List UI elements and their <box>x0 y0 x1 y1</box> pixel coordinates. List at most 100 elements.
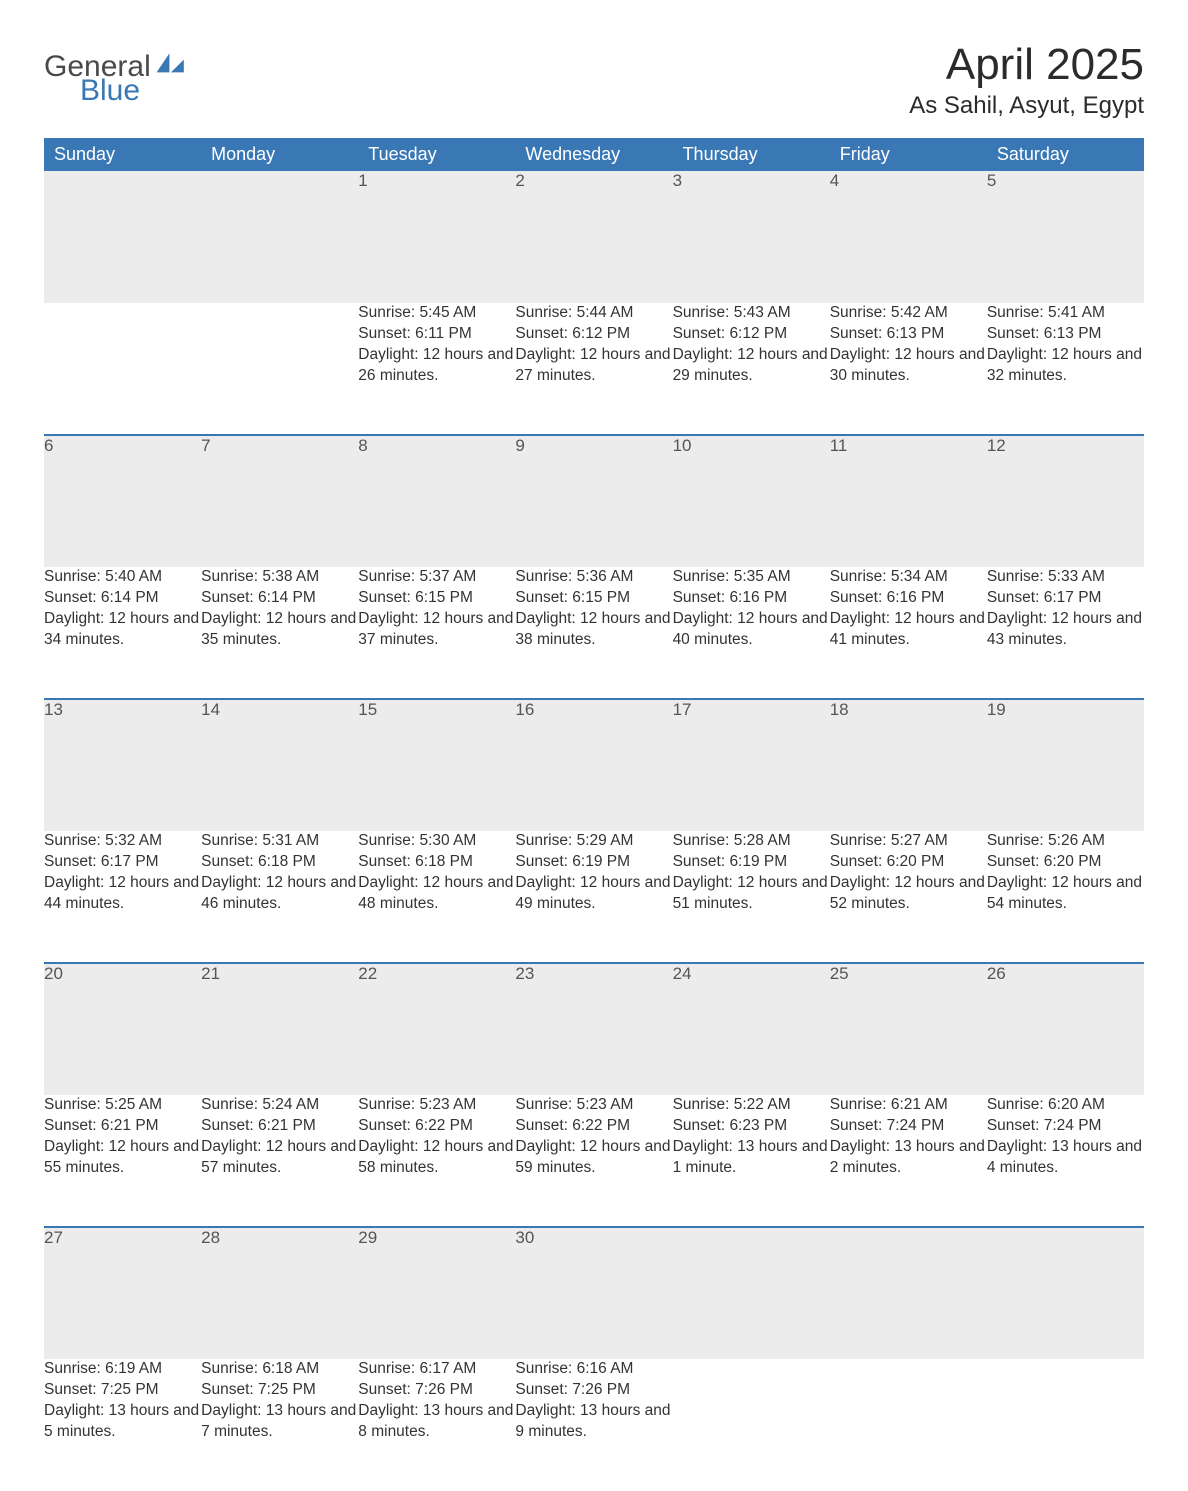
daylight-line: Daylight: 12 hours and 43 minutes. <box>987 609 1144 651</box>
day-number-cell: 14 <box>201 699 358 831</box>
day-number-cell <box>44 171 201 303</box>
sunset-line: Sunset: 6:15 PM <box>358 588 515 609</box>
sunset-line-label: Sunset: <box>44 589 101 606</box>
sunrise-line: Sunrise: 5:33 AM <box>987 567 1144 588</box>
sunset-line-value: 6:20 PM <box>1044 853 1102 870</box>
sunset-line: Sunset: 6:18 PM <box>201 852 358 873</box>
sunset-line-label: Sunset: <box>673 325 730 342</box>
sunrise-line-value: 5:32 AM <box>105 832 162 849</box>
daynum-row: 12345 <box>44 171 1144 303</box>
day-content-cell: Sunrise: 5:45 AMSunset: 6:11 PMDaylight:… <box>358 303 515 435</box>
day-content-cell <box>44 303 201 435</box>
sunset-line-label: Sunset: <box>44 1117 101 1134</box>
sunset-line-label: Sunset: <box>201 853 258 870</box>
daylight-line: Daylight: 12 hours and 55 minutes. <box>44 1137 201 1179</box>
sunset-line-label: Sunset: <box>44 1381 101 1398</box>
sunset-line: Sunset: 6:13 PM <box>830 324 987 345</box>
sunrise-line-label: Sunrise: <box>201 1096 262 1113</box>
sunrise-line-label: Sunrise: <box>358 1360 419 1377</box>
weekday-header: Monday <box>201 138 358 171</box>
sunset-line: Sunset: 7:26 PM <box>358 1380 515 1401</box>
day-number-cell <box>673 1227 830 1359</box>
day-number-cell: 24 <box>673 963 830 1095</box>
sunrise-line: Sunrise: 6:21 AM <box>830 1095 987 1116</box>
sunset-line: Sunset: 6:16 PM <box>830 588 987 609</box>
day-number-cell: 9 <box>515 435 672 567</box>
daylight-line-label: Daylight: <box>673 1138 738 1155</box>
sunrise-line: Sunrise: 5:23 AM <box>358 1095 515 1116</box>
day-content-cell: Sunrise: 5:29 AMSunset: 6:19 PMDaylight:… <box>515 831 672 963</box>
sunset-line-value: 6:19 PM <box>572 853 630 870</box>
sunrise-line: Sunrise: 5:27 AM <box>830 831 987 852</box>
sunrise-line-label: Sunrise: <box>515 1360 576 1377</box>
sunset-line-value: 6:14 PM <box>258 589 316 606</box>
day-content-cell: Sunrise: 6:16 AMSunset: 7:26 PMDaylight:… <box>515 1359 672 1491</box>
sunset-line-label: Sunset: <box>201 589 258 606</box>
sunrise-line-label: Sunrise: <box>515 568 576 585</box>
calendar-table: Sunday Monday Tuesday Wednesday Thursday… <box>44 138 1144 1491</box>
day-number: 16 <box>515 700 534 719</box>
daylight-line-label: Daylight: <box>201 1138 266 1155</box>
sunset-line-value: 6:22 PM <box>572 1117 630 1134</box>
sunrise-line: Sunrise: 6:16 AM <box>515 1359 672 1380</box>
day-content-cell: Sunrise: 6:18 AMSunset: 7:25 PMDaylight:… <box>201 1359 358 1491</box>
sunset-line: Sunset: 6:14 PM <box>44 588 201 609</box>
daylight-line: Daylight: 12 hours and 59 minutes. <box>515 1137 672 1179</box>
day-number: 11 <box>830 436 848 455</box>
sunset-line-value: 7:24 PM <box>1044 1117 1102 1134</box>
sunrise-line: Sunrise: 5:45 AM <box>358 303 515 324</box>
sunrise-line: Sunrise: 5:25 AM <box>44 1095 201 1116</box>
day-number: 27 <box>44 1228 63 1247</box>
sunrise-line-label: Sunrise: <box>830 304 891 321</box>
sunset-line: Sunset: 7:25 PM <box>44 1380 201 1401</box>
sunset-line-value: 6:16 PM <box>887 589 945 606</box>
sunset-line-label: Sunset: <box>515 589 572 606</box>
sunset-line-value: 6:17 PM <box>101 853 159 870</box>
day-number-cell: 13 <box>44 699 201 831</box>
day-content-cell: Sunrise: 5:42 AMSunset: 6:13 PMDaylight:… <box>830 303 987 435</box>
sunrise-line-value: 6:17 AM <box>419 1360 476 1377</box>
day-content-cell: Sunrise: 5:25 AMSunset: 6:21 PM Daylight:… <box>44 1095 201 1227</box>
sunrise-line-label: Sunrise: <box>673 568 734 585</box>
day-number-cell: 5 <box>987 171 1144 303</box>
sunrise-line: Sunrise: 5:28 AM <box>673 831 830 852</box>
sunset-line-value: 6:17 PM <box>1044 589 1102 606</box>
sunrise-line: Sunrise: 5:30 AM <box>358 831 515 852</box>
day-number: 9 <box>515 436 524 455</box>
sunrise-line: Sunrise: 5:26 AM <box>987 831 1144 852</box>
day-number: 20 <box>44 964 63 983</box>
day-number-cell: 28 <box>201 1227 358 1359</box>
day-number: 19 <box>987 700 1006 719</box>
daylight-line-label: Daylight: <box>987 874 1052 891</box>
sunrise-line: Sunrise: 5:22 AM <box>673 1095 830 1116</box>
sunset-line-value: 6:19 PM <box>729 853 787 870</box>
day-number: 17 <box>673 700 692 719</box>
sunset-line-value: 6:21 PM <box>101 1117 159 1134</box>
day-number-cell: 23 <box>515 963 672 1095</box>
sunset-line-value: 6:18 PM <box>258 853 316 870</box>
day-number-cell: 15 <box>358 699 515 831</box>
day-content-cell: Sunrise: 5:27 AMSunset: 6:20 PMDaylight:… <box>830 831 987 963</box>
sunrise-line: Sunrise: 5:38 AM <box>201 567 358 588</box>
sunrise-line-label: Sunrise: <box>673 304 734 321</box>
sunset-line: Sunset: 7:26 PM <box>515 1380 672 1401</box>
sunset-line: Sunset: 6:19 PM <box>673 852 830 873</box>
daylight-line-label: Daylight: <box>515 1138 580 1155</box>
sunset-line-value: 7:25 PM <box>258 1381 316 1398</box>
daylight-line: Daylight: 12 hours and 38 minutes. <box>515 609 672 651</box>
daylight-line-label: Daylight: <box>987 610 1052 627</box>
daylight-line-label: Daylight: <box>987 1138 1052 1155</box>
day-number: 12 <box>987 436 1006 455</box>
sunset-line-label: Sunset: <box>201 1381 258 1398</box>
daylight-line-label: Daylight: <box>830 874 895 891</box>
day-content-cell: Sunrise: 5:22 AMSunset: 6:23 PMDaylight:… <box>673 1095 830 1227</box>
content-row: Sunrise: 5:40 AMSunset: 6:14 PMDaylight:… <box>44 567 1144 699</box>
sunrise-line-label: Sunrise: <box>201 1360 262 1377</box>
day-number-cell: 8 <box>358 435 515 567</box>
daylight-line: Daylight: 12 hours and 48 minutes. <box>358 873 515 915</box>
day-number: 7 <box>201 436 210 455</box>
day-number-cell: 29 <box>358 1227 515 1359</box>
sunset-line-value: 6:12 PM <box>729 325 787 342</box>
daylight-line-label: Daylight: <box>358 1138 423 1155</box>
content-row: Sunrise: 5:45 AMSunset: 6:11 PMDaylight:… <box>44 303 1144 435</box>
